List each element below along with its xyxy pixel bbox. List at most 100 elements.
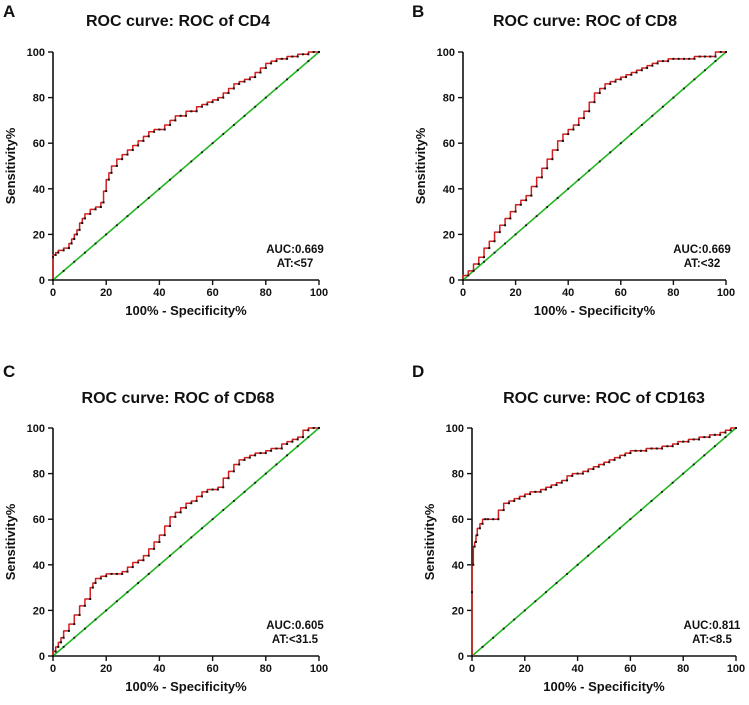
roc-point — [513, 499, 516, 502]
reference-point — [84, 251, 86, 254]
roc-point — [126, 153, 129, 156]
reference-point — [105, 233, 108, 236]
roc-point — [57, 645, 60, 648]
roc-point — [555, 484, 558, 486]
y-tick-label: 40 — [33, 560, 45, 572]
roc-point — [546, 167, 549, 170]
reference-point — [222, 509, 225, 511]
roc-point — [561, 139, 564, 142]
roc-point — [656, 62, 659, 65]
reference-point — [546, 206, 549, 208]
roc-point — [703, 55, 706, 58]
reference-point — [630, 133, 633, 135]
y-tick-label: 80 — [452, 469, 464, 481]
roc-point — [52, 256, 54, 259]
x-tick-label: 100 — [727, 663, 745, 675]
reference-point — [629, 518, 632, 521]
roc-point — [78, 613, 81, 616]
reference-point — [275, 463, 278, 466]
y-tick-label: 20 — [452, 605, 464, 617]
reference-point — [640, 509, 642, 511]
roc-point — [471, 655, 473, 657]
x-tick-label: 40 — [562, 287, 574, 299]
roc-point — [608, 461, 611, 464]
roc-point — [83, 604, 86, 607]
reference-point — [115, 600, 118, 603]
roc-point — [507, 502, 510, 505]
y-tick-label: 0 — [39, 651, 45, 663]
x-tick-label: 20 — [100, 663, 112, 675]
reference-point — [588, 169, 591, 172]
reference-point — [126, 215, 129, 218]
roc-point — [592, 468, 595, 471]
reference-point — [650, 500, 653, 502]
roc-point — [724, 431, 727, 434]
roc-point — [102, 201, 105, 204]
roc-point — [661, 447, 664, 450]
x-tick-label: 40 — [571, 663, 583, 675]
x-tick-label: 0 — [50, 663, 56, 675]
roc-point — [693, 57, 696, 60]
y-tick-label: 40 — [452, 560, 464, 572]
roc-point — [75, 233, 78, 236]
reference-point — [492, 636, 495, 639]
y-tick-label: 100 — [27, 423, 45, 435]
roc-point — [174, 515, 177, 518]
x-tick-label: 80 — [667, 287, 679, 299]
reference-point — [502, 627, 505, 630]
roc-point — [264, 452, 267, 455]
reference-point — [555, 582, 558, 584]
roc-point — [248, 456, 251, 459]
reference-point — [597, 545, 600, 548]
roc-point — [302, 436, 305, 439]
roc-point — [302, 53, 305, 56]
roc-point — [672, 57, 675, 60]
roc-point — [582, 117, 585, 120]
roc-point — [687, 440, 690, 443]
roc-point — [163, 128, 166, 131]
roc-point — [509, 217, 512, 220]
roc-point — [598, 92, 601, 95]
roc-point — [646, 66, 649, 69]
x-tick-label: 100 — [310, 287, 328, 299]
reference-point — [703, 454, 706, 457]
reference-point — [493, 251, 496, 254]
reference-point — [211, 142, 214, 145]
roc-point — [185, 506, 187, 509]
x-tick-label: 20 — [509, 287, 521, 299]
y-tick-label: 60 — [452, 514, 464, 526]
reference-point — [693, 78, 696, 81]
reference-point — [94, 618, 97, 621]
roc-panel-c: C ROC curve: ROC of CD68 0 20 40 60 80 100 0 20 40… — [3, 362, 328, 694]
roc-point — [504, 224, 507, 227]
auc-annotation: AUC:0.669 — [673, 244, 731, 256]
roc-point — [200, 105, 203, 108]
roc-point — [73, 237, 76, 240]
roc-point — [169, 525, 172, 528]
roc-point — [671, 445, 674, 448]
y-tick-label: 40 — [443, 184, 455, 196]
roc-panel-a: A ROC curve: ROC of CD4 0 20 40 60 80 100 0 20 40 6… — [3, 2, 328, 318]
roc-point — [318, 427, 320, 429]
reference-point — [504, 242, 506, 245]
roc-point — [107, 178, 110, 181]
roc-point — [62, 636, 65, 639]
reference-point — [651, 114, 654, 117]
roc-point — [238, 463, 241, 466]
roc-point — [190, 110, 193, 113]
reference-point — [724, 436, 727, 439]
roc-point — [540, 176, 543, 179]
roc-point — [640, 69, 643, 72]
y-axis-label: Sensitivity% — [413, 127, 428, 204]
reference-point — [608, 536, 611, 539]
y-tick-label: 20 — [443, 229, 455, 241]
roc-point — [567, 133, 570, 136]
x-tick-label: 40 — [153, 663, 165, 675]
roc-point — [243, 80, 246, 83]
roc-point — [142, 139, 145, 142]
roc-point — [121, 158, 124, 161]
roc-point — [634, 449, 637, 452]
roc-point — [604, 87, 607, 90]
roc-point — [477, 263, 480, 266]
reference-point — [556, 197, 559, 199]
